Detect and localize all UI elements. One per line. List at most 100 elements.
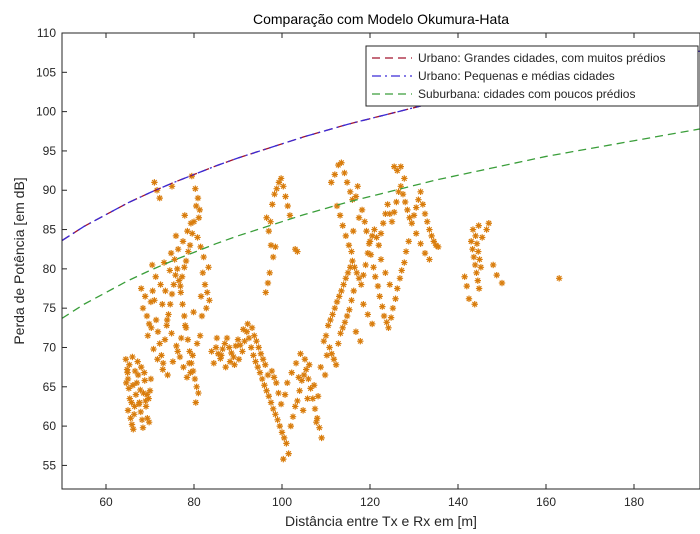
data-point [243, 328, 250, 335]
data-point [316, 424, 323, 431]
data-point [421, 249, 429, 257]
data-point [465, 295, 473, 302]
data-point [142, 403, 150, 410]
data-point [124, 407, 132, 414]
data-point [283, 440, 290, 447]
data-point [196, 332, 204, 339]
data-point [185, 360, 193, 367]
data-point [160, 360, 167, 367]
data-point [134, 371, 142, 379]
data-point [271, 190, 278, 198]
data-point [151, 179, 158, 186]
data-point [206, 297, 213, 304]
data-point [341, 319, 349, 326]
data-point [404, 206, 411, 214]
data-point [307, 385, 314, 392]
data-point [203, 304, 210, 312]
data-point [254, 363, 261, 371]
data-point [347, 188, 354, 196]
data-point [277, 400, 285, 408]
data-point [417, 188, 424, 196]
data-point [267, 218, 274, 225]
data-point [147, 298, 155, 306]
data-point [333, 298, 341, 306]
data-point [351, 264, 358, 271]
data-point [498, 279, 506, 287]
data-point [272, 411, 279, 418]
data-point [165, 311, 172, 318]
data-point [394, 167, 401, 174]
data-point [352, 193, 360, 200]
data-point [383, 319, 390, 326]
data-point [476, 256, 483, 263]
data-point [402, 248, 410, 255]
data-point [346, 306, 353, 313]
data-point [124, 375, 132, 383]
data-point [197, 243, 204, 251]
data-point [325, 322, 332, 329]
data-point [231, 361, 238, 368]
data-point [345, 242, 353, 249]
data-point [386, 210, 393, 218]
data-point [343, 312, 351, 320]
data-point [126, 395, 133, 402]
data-point [426, 226, 433, 233]
data-point [473, 269, 480, 276]
data-point [350, 287, 357, 295]
data-point [287, 422, 294, 430]
data-point [475, 222, 482, 229]
data-point [327, 316, 334, 324]
data-point [340, 281, 347, 288]
data-point [355, 275, 363, 282]
data-point [263, 387, 270, 394]
data-point [184, 336, 192, 343]
x-axis-title: Distância entre Tx e Rx em [m] [285, 513, 477, 529]
data-point [336, 212, 344, 219]
data-point [362, 261, 369, 269]
data-point [310, 382, 318, 389]
data-point [364, 311, 371, 318]
data-point [156, 340, 163, 347]
data-point [259, 375, 266, 383]
data-point [275, 389, 282, 397]
data-point [294, 397, 301, 405]
data-point [144, 415, 151, 422]
data-point [475, 248, 482, 255]
data-point [245, 334, 253, 342]
data-point [185, 248, 192, 255]
data-point [265, 227, 272, 235]
data-point [262, 361, 269, 368]
data-point [130, 426, 137, 433]
data-point [311, 405, 319, 413]
data-point [158, 352, 165, 359]
data-point [188, 172, 195, 180]
data-point [349, 257, 356, 265]
data-point [395, 188, 402, 196]
data-point [137, 408, 144, 416]
y-tick-label: 65 [43, 380, 57, 394]
x-tick-label: 140 [448, 495, 468, 509]
data-point [197, 293, 205, 300]
series-layer [62, 50, 700, 463]
data-point [341, 169, 348, 177]
scatter-series [122, 159, 563, 463]
data-point [472, 232, 479, 240]
data-point [241, 337, 248, 345]
data-point [281, 434, 288, 442]
data-point [382, 210, 389, 218]
data-point [267, 399, 275, 406]
data-point [376, 293, 383, 300]
data-point [215, 350, 222, 357]
data-point [386, 281, 393, 288]
data-point [556, 275, 563, 282]
data-point [179, 301, 186, 308]
data-point [186, 348, 193, 355]
data-point [239, 348, 246, 355]
data-point [148, 324, 155, 332]
data-point [177, 289, 184, 296]
data-point [182, 324, 190, 332]
data-point [292, 360, 300, 367]
data-point [221, 340, 228, 347]
data-point [235, 356, 243, 363]
data-point [402, 198, 409, 206]
